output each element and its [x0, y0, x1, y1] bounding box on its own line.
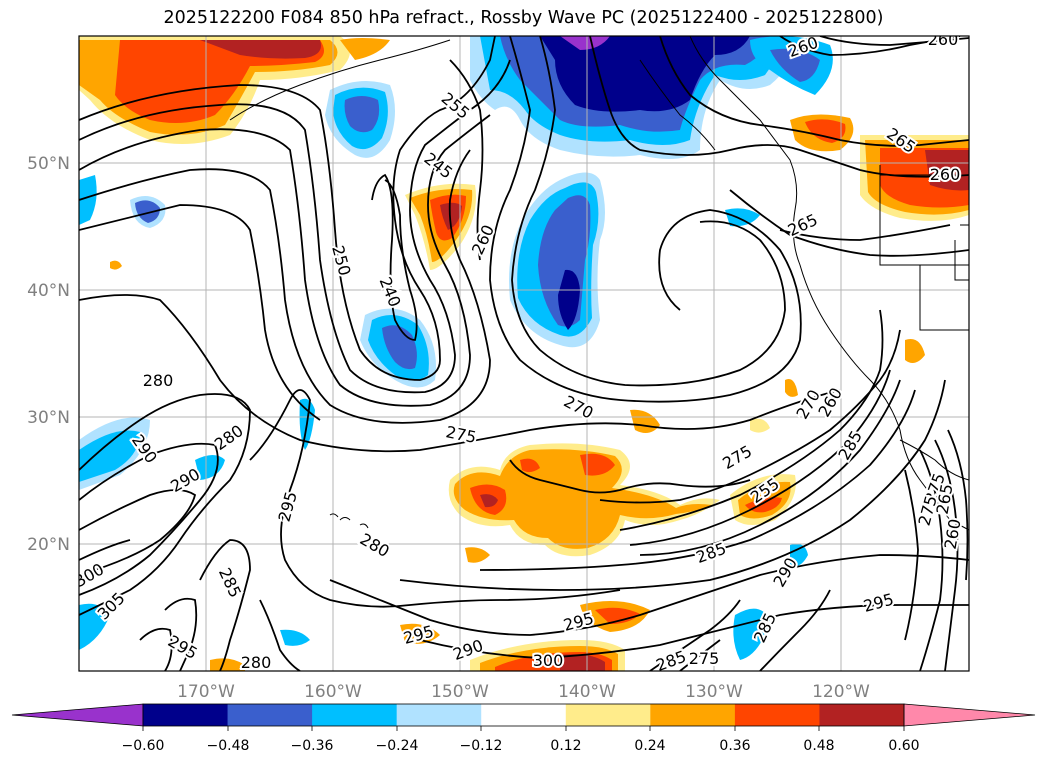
contour-label: 280	[241, 653, 272, 672]
longitude-labels: 170°W 160°W 150°W 140°W 130°W 120°W	[177, 682, 870, 702]
colorbar-frame	[142, 703, 905, 727]
colorbar-tick-label: 0.12	[550, 738, 581, 754]
colorbar-tick-label: −0.48	[207, 738, 250, 754]
colorbar-cell	[565, 704, 651, 726]
coastlines	[229, 36, 969, 531]
lon-label: 140°W	[558, 682, 616, 702]
lat-label: 40°N	[27, 281, 70, 301]
lat-label: 50°N	[27, 154, 70, 174]
colorbar-extend-high	[903, 703, 1036, 727]
lon-label: 160°W	[304, 682, 362, 702]
lat-label: 20°N	[27, 535, 70, 555]
lon-label: 130°W	[685, 682, 743, 702]
colorbar-cell	[650, 704, 736, 726]
colorbar: −0.60 −0.48 −0.36 −0.24 −0.12 0.12 0.24 …	[11, 703, 1036, 754]
colorbar-tick-label: −0.12	[460, 738, 503, 754]
positive-anomaly-shading	[79, 36, 969, 671]
colorbar-tick-labels: −0.60 −0.48 −0.36 −0.24 −0.12 0.12 0.24 …	[122, 738, 920, 754]
colorbar-cell	[312, 704, 398, 726]
contour-label: 300	[533, 651, 564, 670]
colorbar-tick-label: 0.24	[634, 738, 665, 754]
colorbar-cell	[227, 704, 313, 726]
contour-label: 275	[689, 649, 720, 668]
negative-anomaly-shading	[79, 36, 833, 660]
colorbar-cell	[819, 704, 905, 726]
contour-label: 260	[930, 165, 961, 184]
map-frame	[78, 35, 970, 672]
colorbar-cell	[481, 704, 567, 726]
colorbar-tick-label: −0.60	[122, 738, 165, 754]
map-title: 2025122200 F084 850 hPa refract., Rossby…	[163, 8, 884, 28]
lat-label: 30°N	[27, 408, 70, 428]
colorbar-cells	[143, 704, 905, 726]
graticule	[79, 36, 969, 671]
colorbar-cell	[396, 704, 482, 726]
contour-label: 280	[143, 371, 174, 390]
contour-label: 260	[928, 30, 959, 49]
colorbar-tick-label: 0.48	[803, 738, 834, 754]
lon-label: 170°W	[177, 682, 235, 702]
refractivity-contours	[79, 36, 969, 671]
colorbar-tick-label: 0.60	[888, 738, 919, 754]
colorbar-extend-low	[11, 703, 144, 727]
colorbar-tick-label: 0.36	[719, 738, 750, 754]
lon-label: 120°W	[812, 682, 870, 702]
colorbar-cell	[734, 704, 820, 726]
colorbar-tick-label: −0.24	[376, 738, 419, 754]
colorbar-tick-label: −0.36	[291, 738, 334, 754]
colorbar-cell	[143, 704, 229, 726]
colorbar-ticks	[142, 726, 905, 731]
latitude-labels: 50°N 40°N 30°N 20°N	[27, 154, 70, 555]
lon-label: 150°W	[431, 682, 489, 702]
